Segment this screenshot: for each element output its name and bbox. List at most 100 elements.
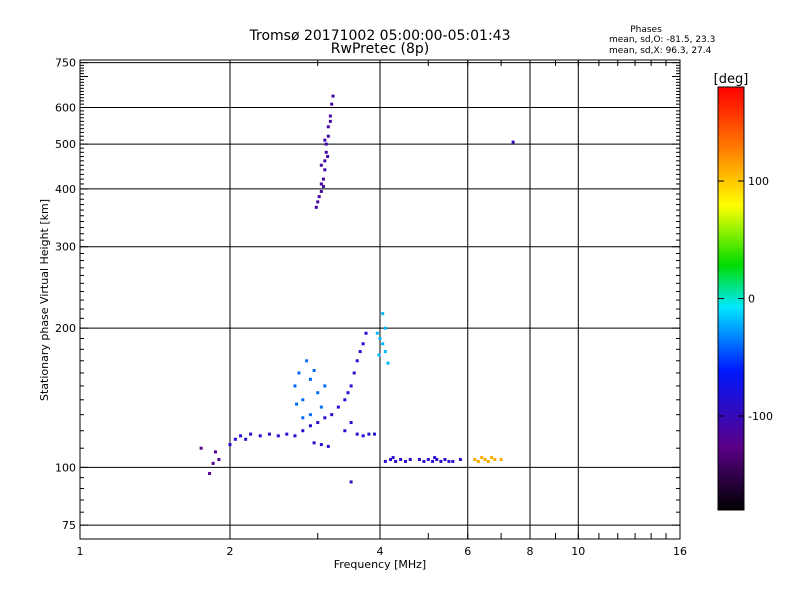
data-point <box>316 200 320 204</box>
data-point <box>378 336 382 340</box>
data-point <box>383 350 387 354</box>
data-point <box>319 182 323 186</box>
data-point <box>312 441 316 445</box>
data-point <box>355 432 359 436</box>
colorbar-label: [deg] <box>714 72 749 87</box>
data-point <box>258 434 262 438</box>
data-point <box>358 350 362 354</box>
data-point <box>228 443 232 447</box>
data-point <box>443 457 447 461</box>
data-point <box>349 421 353 425</box>
data-point <box>308 413 312 417</box>
data-point <box>285 432 289 436</box>
data-point <box>375 331 379 335</box>
data-point <box>244 437 248 441</box>
x-axis-label: Frequency [MHz] <box>334 558 426 571</box>
chart-subtitle: RwPretec (8p) <box>331 41 429 57</box>
data-point <box>493 457 497 461</box>
x-tick-label: 2 <box>227 545 234 558</box>
data-point <box>295 402 299 406</box>
data-point <box>323 384 327 388</box>
data-point <box>480 456 484 460</box>
data-point <box>346 391 350 395</box>
data-point <box>326 134 330 138</box>
data-point <box>211 461 215 465</box>
x-tick-label: 1 <box>77 545 84 558</box>
colorbar-tick-label: 100 <box>748 175 769 188</box>
data-point <box>317 195 321 199</box>
data-point <box>383 459 387 463</box>
stats-heading: Phases <box>630 25 662 35</box>
data-point <box>293 434 297 438</box>
data-point <box>328 114 332 118</box>
y-tick-label: 75 <box>62 519 76 532</box>
grid-lines <box>80 60 680 539</box>
data-point <box>301 398 305 402</box>
data-point <box>511 140 515 144</box>
x-tick-label: 6 <box>464 545 471 558</box>
data-point <box>324 150 328 154</box>
data-point <box>367 432 371 436</box>
axis-ticks <box>79 60 681 540</box>
data-point <box>316 391 320 395</box>
data-point <box>233 437 237 441</box>
data-point <box>323 138 327 142</box>
x-tick-labels: 1 2 4 6 8 10 16 <box>77 545 688 558</box>
data-point <box>483 457 487 461</box>
x-tick-label: 4 <box>377 545 384 558</box>
data-point <box>323 159 327 163</box>
colorbar-ticks: 100 0 -100 <box>718 175 773 423</box>
data-point <box>364 331 368 335</box>
data-point <box>293 384 297 388</box>
data-point <box>276 434 280 438</box>
data-point <box>217 457 221 461</box>
data-point <box>458 457 462 461</box>
data-point <box>267 432 271 436</box>
data-point <box>316 421 320 425</box>
data-point <box>312 368 316 372</box>
data-point <box>352 371 356 375</box>
data-point <box>330 413 334 417</box>
data-point <box>426 457 430 461</box>
data-point <box>361 434 365 438</box>
data-point <box>301 416 305 420</box>
data-point <box>476 459 480 463</box>
data-point <box>199 446 203 450</box>
data-point <box>301 429 305 433</box>
data-point <box>308 377 312 381</box>
data-point <box>343 429 347 433</box>
data-point <box>355 359 359 363</box>
data-point <box>417 457 421 461</box>
data-points <box>199 94 515 484</box>
data-point <box>361 342 365 346</box>
data-point <box>377 353 381 357</box>
y-tick-label: 300 <box>55 241 76 254</box>
data-point <box>381 342 385 346</box>
data-point <box>319 189 323 193</box>
data-point <box>314 205 318 209</box>
y-tick-label: 400 <box>55 183 76 196</box>
data-point <box>386 361 390 365</box>
colorbar-tick-label: -100 <box>748 410 773 423</box>
stats-x-line: mean, sd,X: 96.3, 27.4 <box>609 46 712 56</box>
x-tick-label: 16 <box>673 545 687 558</box>
data-point <box>373 432 377 436</box>
data-point <box>324 142 328 146</box>
data-point <box>399 457 403 461</box>
data-point <box>213 450 217 454</box>
data-point <box>305 359 309 363</box>
data-point <box>326 125 330 129</box>
data-point <box>447 459 451 463</box>
y-tick-label: 100 <box>55 461 76 474</box>
chart-title: Tromsø 20171002 05:00:00-05:01:43 <box>249 28 511 44</box>
data-point <box>249 432 253 436</box>
data-point <box>319 405 323 409</box>
data-point <box>349 384 353 388</box>
data-point <box>323 168 327 172</box>
data-point <box>431 459 435 463</box>
data-point <box>297 371 301 375</box>
data-point <box>451 459 455 463</box>
y-tick-label: 600 <box>55 101 76 114</box>
y-tick-label: 500 <box>55 138 76 151</box>
